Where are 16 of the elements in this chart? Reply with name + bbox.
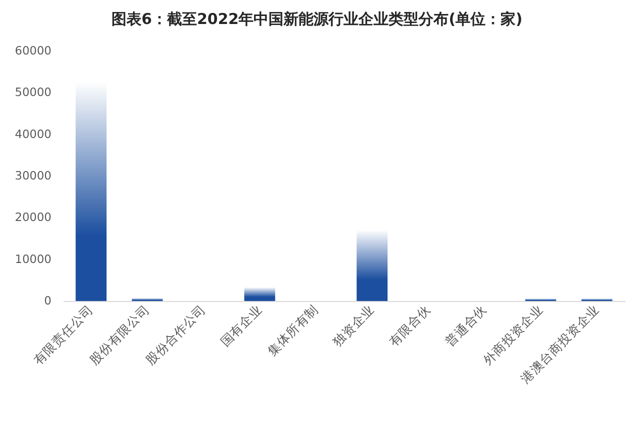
x-tick-label: 集体所有制 <box>264 302 321 358</box>
y-tick-label: 10000 <box>14 252 52 266</box>
y-tick-label: 20000 <box>14 210 52 224</box>
chart-title: 图表6：截至2022年中国新能源行业企业类型分布(单位：家) <box>112 10 522 28</box>
y-tick-label: 50000 <box>14 85 52 100</box>
bar <box>132 298 163 301</box>
bar <box>356 230 388 301</box>
y-tick-label: 0 <box>44 294 52 308</box>
y-tick-label: 30000 <box>14 168 52 182</box>
bar <box>244 287 276 301</box>
y-tick-label: 60000 <box>14 44 52 58</box>
x-tick-label: 有限合伙 <box>386 302 434 350</box>
x-tick-label: 普通合伙 <box>442 302 490 350</box>
y-tick-label: 40000 <box>14 126 52 141</box>
x-tick-label: 独资企业 <box>330 302 378 350</box>
x-tick-label: 国有企业 <box>217 302 265 350</box>
